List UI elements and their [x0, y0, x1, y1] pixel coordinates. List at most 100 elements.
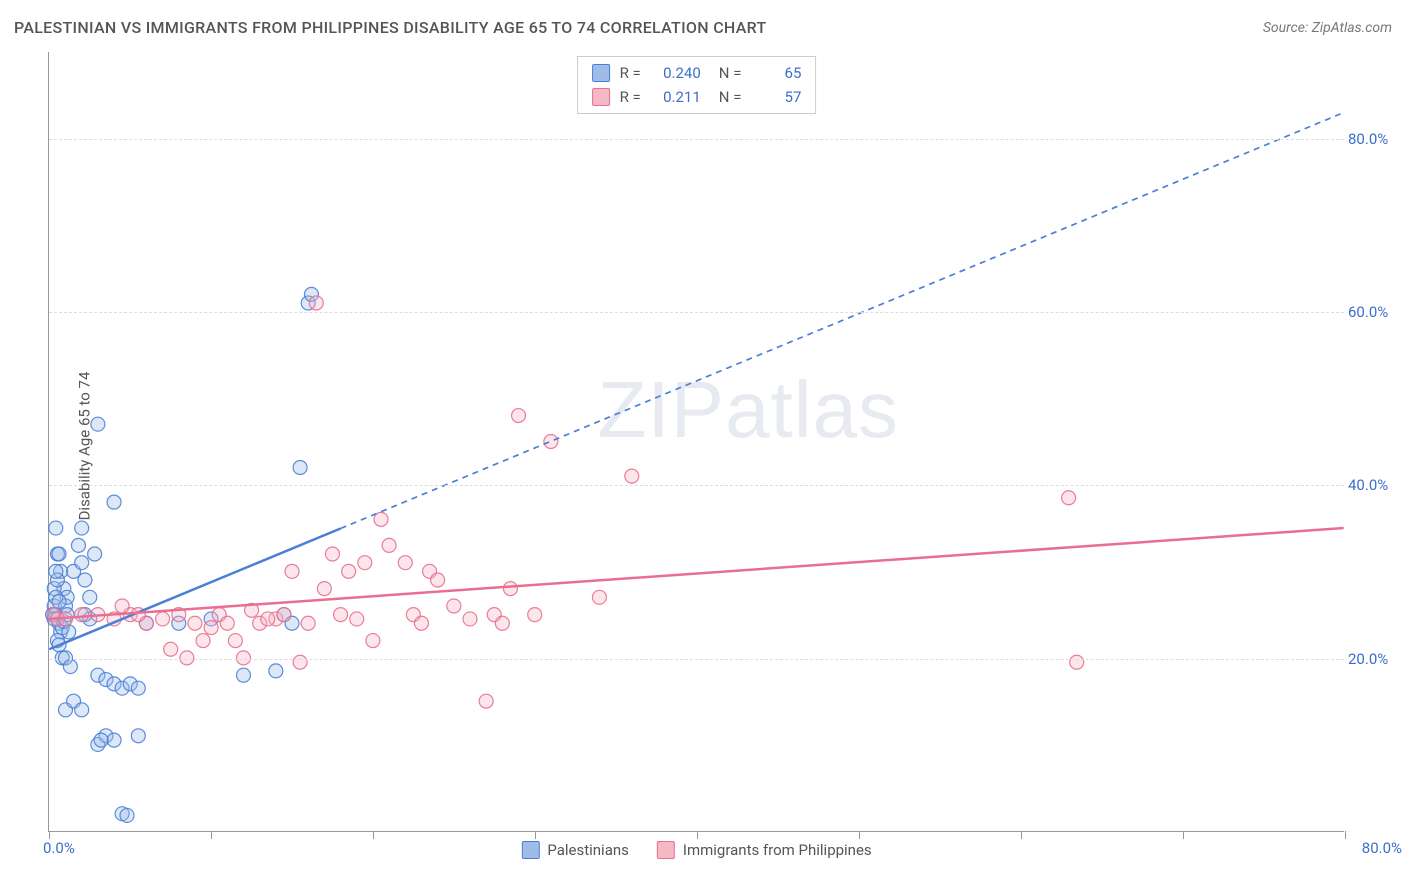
scatter-point	[1070, 655, 1084, 669]
scatter-point	[479, 694, 493, 708]
legend-top-row: R = 0.240 N = 65	[592, 61, 802, 85]
legend-swatch	[592, 88, 610, 106]
x-tick	[859, 831, 860, 839]
scatter-point	[75, 608, 89, 622]
scatter-point	[309, 296, 323, 310]
legend-n-prefix: N =	[719, 61, 742, 85]
legend-swatch	[657, 841, 675, 859]
scatter-point	[71, 538, 85, 552]
scatter-point	[188, 616, 202, 630]
legend-top: R = 0.240 N = 65 R = 0.211 N = 57	[577, 56, 817, 114]
chart-title: PALESTINIAN VS IMMIGRANTS FROM PHILIPPIN…	[14, 18, 767, 37]
scatter-point	[52, 595, 66, 609]
trend-line	[49, 528, 1343, 619]
legend-n-value: 57	[751, 85, 801, 109]
scatter-point	[277, 608, 291, 622]
x-origin-label: 0.0%	[43, 839, 75, 857]
scatter-point	[358, 556, 372, 570]
y-tick-label: 60.0%	[1348, 303, 1406, 321]
legend-r-prefix: R =	[620, 61, 641, 85]
legend-r-prefix: R =	[620, 85, 641, 109]
scatter-point	[431, 573, 445, 587]
scatter-point	[342, 564, 356, 578]
scatter-point	[334, 608, 348, 622]
x-tick	[373, 831, 374, 839]
scatter-point	[107, 495, 121, 509]
y-tick-label: 20.0%	[1348, 650, 1406, 668]
scatter-point	[156, 612, 170, 626]
scatter-point	[325, 547, 339, 561]
scatter-point	[75, 703, 89, 717]
scatter-point	[512, 409, 526, 423]
scatter-point	[293, 655, 307, 669]
plot-area: ZIPatlas R =0.240N =65R =0.211N =57 0.0%…	[48, 52, 1344, 832]
trend-line-dashed	[341, 113, 1344, 529]
scatter-point	[317, 582, 331, 596]
scatter-point	[544, 435, 558, 449]
scatter-point	[91, 417, 105, 431]
scatter-point	[220, 616, 234, 630]
scatter-point	[495, 616, 509, 630]
scatter-point	[398, 556, 412, 570]
scatter-point	[107, 733, 121, 747]
scatter-point	[164, 642, 178, 656]
legend-series-label: Palestinians	[547, 841, 629, 859]
scatter-point	[382, 538, 396, 552]
x-tick	[211, 831, 212, 839]
scatter-point	[131, 729, 145, 743]
scatter-point	[131, 681, 145, 695]
legend-swatch	[592, 64, 610, 82]
scatter-point	[301, 616, 315, 630]
scatter-point	[350, 612, 364, 626]
legend-top-row: R = 0.211 N = 57	[592, 85, 802, 109]
scatter-point	[94, 733, 108, 747]
scatter-point	[293, 460, 307, 474]
scatter-point	[592, 590, 606, 604]
scatter-point	[228, 634, 242, 648]
y-tick-label: 80.0%	[1348, 130, 1406, 148]
scatter-point	[78, 573, 92, 587]
gridline	[49, 139, 1344, 140]
scatter-point	[83, 590, 97, 604]
scatter-point	[528, 608, 542, 622]
legend-r-value: 0.240	[651, 61, 701, 85]
scatter-point	[366, 634, 380, 648]
legend-n-prefix: N =	[719, 85, 742, 109]
scatter-point	[115, 599, 129, 613]
legend-swatch	[521, 841, 539, 859]
x-tick	[49, 831, 50, 839]
scatter-point	[120, 808, 134, 822]
scatter-point	[414, 616, 428, 630]
scatter-point	[625, 469, 639, 483]
scatter-point	[261, 612, 275, 626]
legend-bottom: Palestinians Immigrants from Philippines	[521, 841, 871, 859]
legend-series-label: Immigrants from Philippines	[683, 841, 872, 859]
scatter-point	[1062, 491, 1076, 505]
scatter-point	[75, 556, 89, 570]
gridline	[49, 659, 1344, 660]
gridline	[49, 312, 1344, 313]
legend-bottom-item: Immigrants from Philippines	[657, 841, 872, 859]
scatter-point	[285, 564, 299, 578]
scatter-point	[463, 612, 477, 626]
scatter-point	[52, 547, 66, 561]
scatter-point	[447, 599, 461, 613]
legend-r-value: 0.211	[651, 85, 701, 109]
chart-svg	[49, 52, 1344, 831]
legend-n-value: 65	[751, 61, 801, 85]
x-max-label: 80.0%	[1362, 839, 1402, 857]
y-tick-label: 40.0%	[1348, 476, 1406, 494]
scatter-point	[503, 582, 517, 596]
x-tick	[535, 831, 536, 839]
scatter-point	[196, 634, 210, 648]
x-tick	[1183, 831, 1184, 839]
x-tick	[697, 831, 698, 839]
x-tick	[1345, 831, 1346, 839]
scatter-point	[49, 521, 63, 535]
scatter-point	[49, 564, 63, 578]
legend-bottom-item: Palestinians	[521, 841, 629, 859]
scatter-point	[236, 668, 250, 682]
scatter-point	[269, 664, 283, 678]
title-bar: PALESTINIAN VS IMMIGRANTS FROM PHILIPPIN…	[14, 18, 1392, 37]
scatter-point	[204, 621, 218, 635]
